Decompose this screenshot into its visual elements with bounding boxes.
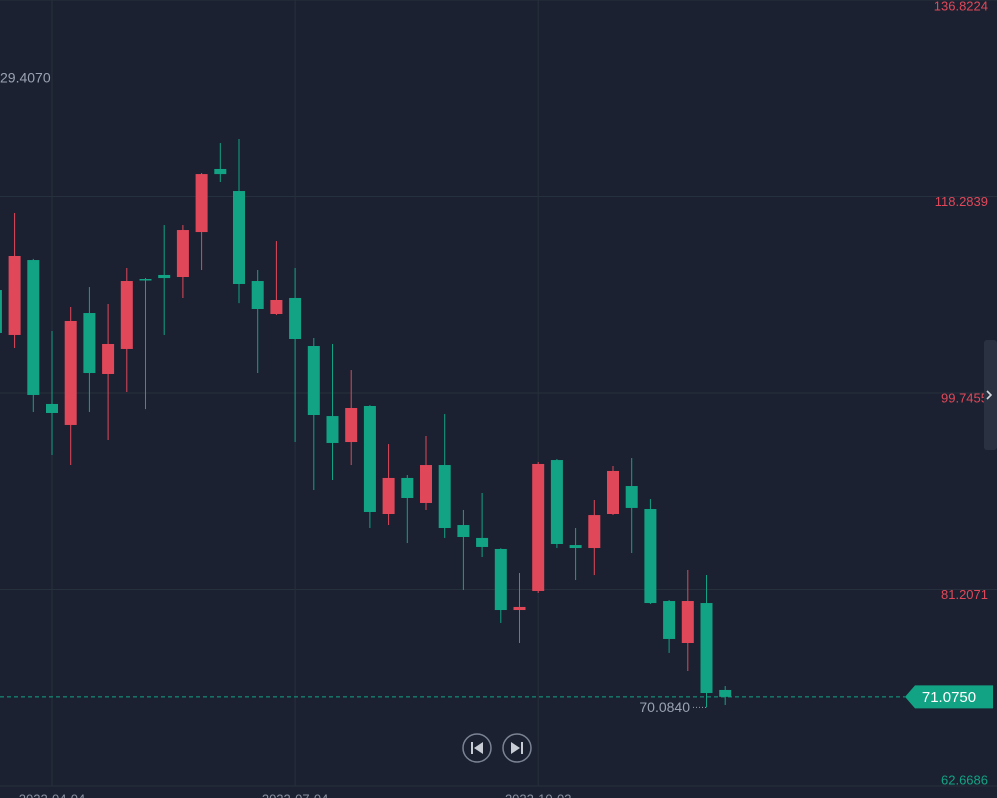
candle-body — [569, 545, 582, 549]
candle-body — [681, 601, 694, 643]
y-tick-label: 118.2839 — [935, 194, 988, 209]
candle-body — [700, 603, 713, 694]
candle-body — [83, 313, 96, 374]
candle-body — [476, 537, 489, 547]
candle-body — [345, 408, 358, 443]
prev-button[interactable] — [462, 733, 492, 763]
candle-body — [139, 279, 152, 281]
x-tick-label: 2022-07-04 — [262, 791, 329, 798]
candle-body — [120, 281, 133, 349]
candle-body — [27, 260, 40, 395]
chevron — [986, 390, 993, 400]
candle-body — [420, 465, 432, 503]
last-price-badge — [905, 685, 993, 709]
candle-body — [457, 525, 470, 538]
candle-body — [195, 174, 208, 233]
last-price-label: 71.0750 — [922, 689, 976, 706]
candle-body — [382, 477, 395, 514]
candle-body — [532, 463, 545, 591]
candle-body — [326, 416, 339, 443]
candle-body — [270, 299, 283, 314]
candle-body — [102, 343, 115, 374]
candle-body — [401, 477, 414, 498]
y-tick-label: 136.8224 — [934, 0, 988, 13]
candle-body — [363, 405, 376, 512]
candle-body — [513, 606, 526, 611]
candle-body — [158, 274, 171, 279]
candle-body — [307, 345, 320, 415]
candle-body — [494, 548, 507, 611]
icon-bar — [521, 742, 523, 754]
candles — [0, 138, 732, 708]
icon-bar — [471, 742, 473, 754]
y-tick-label: 62.6686 — [941, 772, 988, 787]
y-tick-label: 81.2071 — [941, 587, 988, 602]
candle-body — [644, 509, 657, 604]
candle-body — [588, 515, 601, 549]
icon-triangle — [474, 742, 483, 754]
candle-body — [663, 601, 676, 639]
candle-body — [176, 230, 189, 277]
candle-body — [607, 470, 619, 514]
candle-body — [550, 460, 563, 544]
low-label: 70.0840 — [639, 699, 690, 715]
candle-body — [8, 256, 21, 335]
x-tick-label: 2022-04-04 — [19, 791, 86, 798]
candle-body — [289, 297, 302, 340]
candle-body — [214, 168, 227, 175]
y-tick-label: 99.7455 — [941, 390, 988, 405]
x-tick-label: 2022-10-03 — [505, 791, 572, 798]
high-label: 29.4070 — [0, 70, 51, 86]
candle-body — [438, 465, 451, 528]
candle-body — [233, 191, 245, 284]
candle-body — [251, 281, 264, 310]
candle-body — [64, 320, 77, 425]
icon-triangle — [511, 742, 520, 754]
candle-body — [0, 290, 2, 333]
candle-body — [719, 689, 732, 697]
candle-body — [625, 486, 638, 508]
candle-body — [46, 403, 58, 413]
scroll-tab[interactable] — [984, 340, 997, 450]
next-button[interactable] — [502, 733, 532, 763]
